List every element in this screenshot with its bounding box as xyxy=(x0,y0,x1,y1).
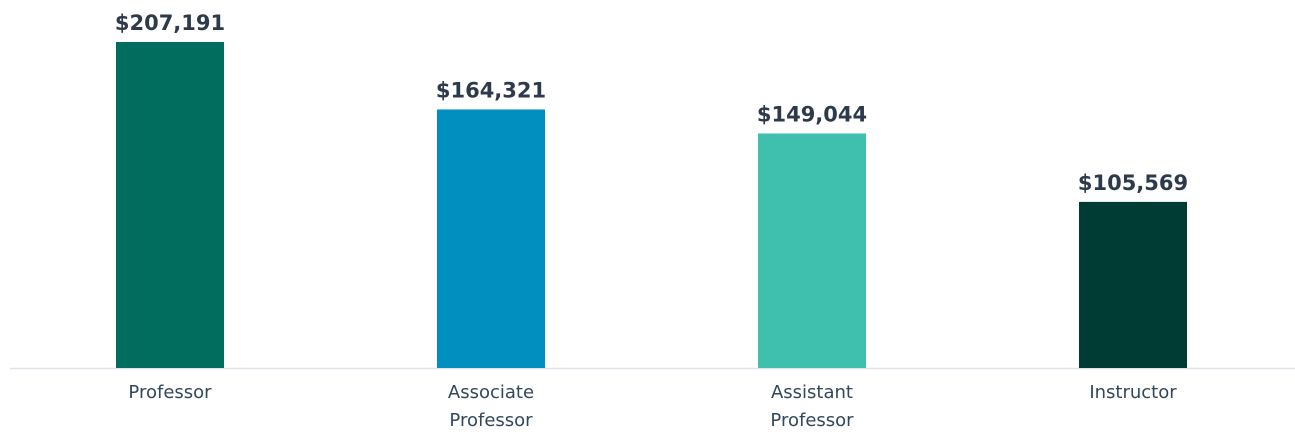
x-tick-label: Associate Professor xyxy=(447,382,535,431)
x-tick-label: Professor xyxy=(128,382,212,403)
bar xyxy=(1079,201,1187,368)
value-label: $105,569 xyxy=(1078,171,1188,195)
value-label: $164,321 xyxy=(436,78,546,102)
value-label: $149,044 xyxy=(757,102,867,126)
value-label: $207,191 xyxy=(115,11,225,35)
bar xyxy=(116,42,224,368)
bar xyxy=(758,133,866,368)
x-tick-label: Instructor xyxy=(1089,382,1177,403)
x-tick-label: Assistant Professor xyxy=(770,382,854,431)
bar xyxy=(437,109,545,369)
